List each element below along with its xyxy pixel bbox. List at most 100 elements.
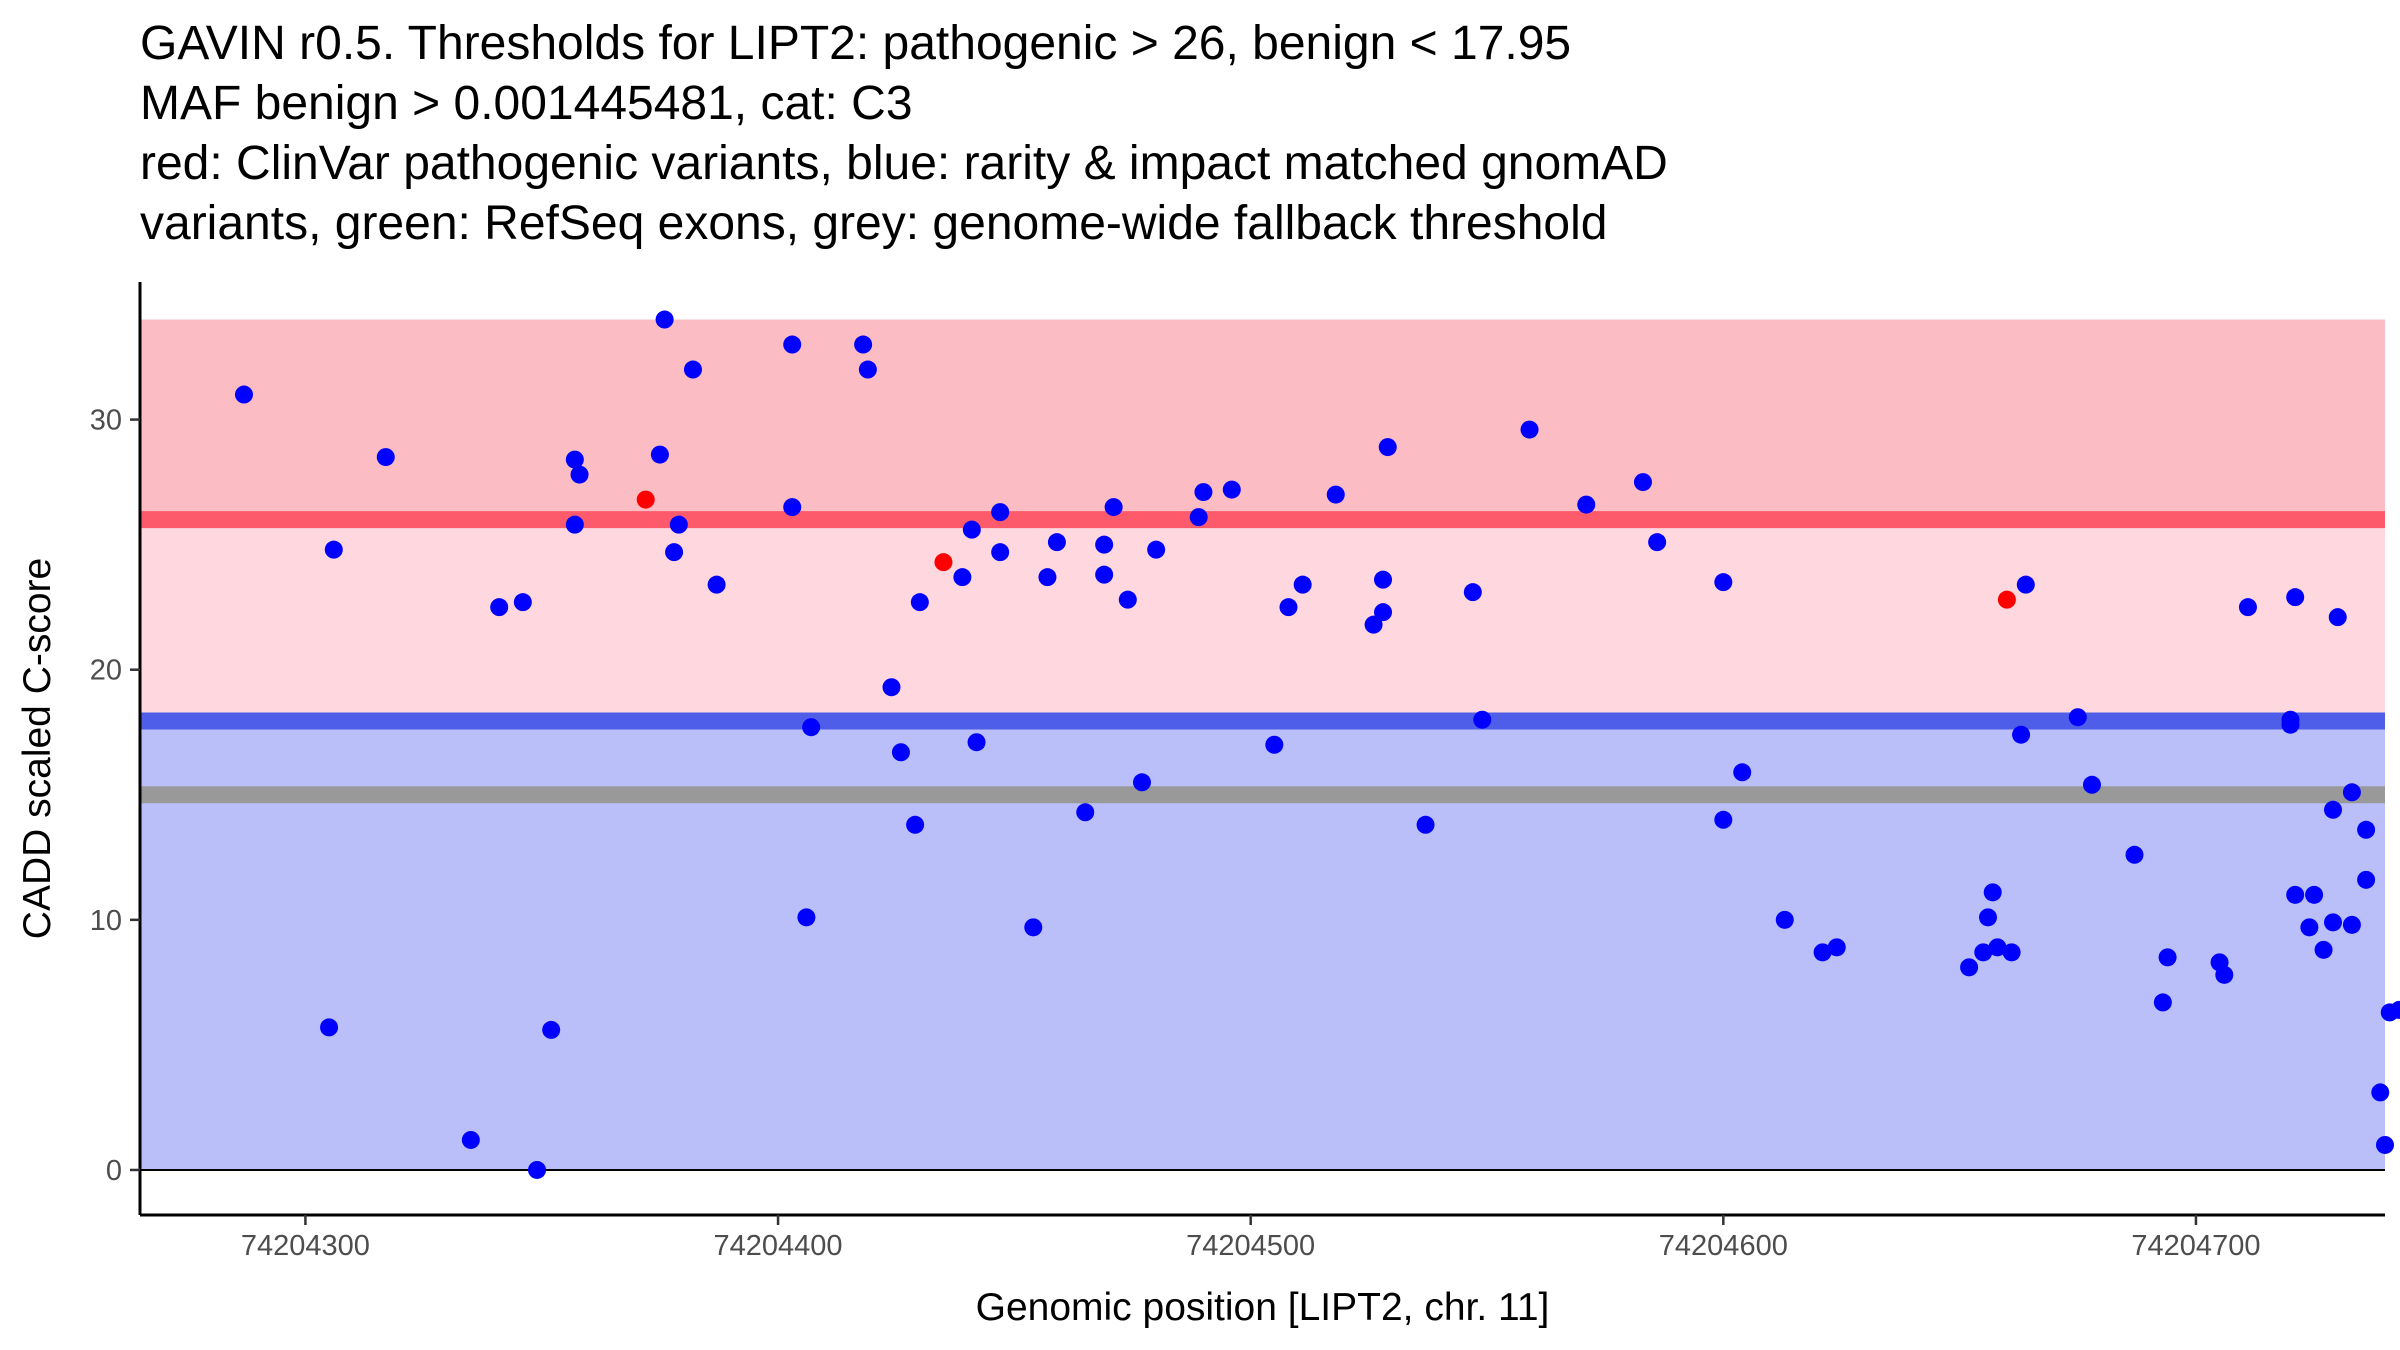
y-tick-label: 10	[90, 905, 122, 937]
gnomad-point-94	[2342, 783, 2361, 802]
gnomad-point-9	[565, 450, 584, 469]
gnomad-point-19	[783, 498, 802, 517]
gnomad-point-39	[1104, 498, 1123, 517]
gnomad-point-87	[2300, 918, 2319, 937]
gnomad-point-93	[2342, 915, 2361, 934]
gnomad-point-24	[882, 678, 901, 697]
gnomad-point-6	[513, 593, 532, 612]
gnomad-point-60	[1648, 533, 1667, 552]
gnomad-point-68	[1974, 943, 1993, 962]
clinvar-point-1	[934, 553, 953, 572]
gnomad-point-32	[991, 503, 1010, 522]
gnomad-point-88	[2305, 885, 2324, 904]
x-tick-label: 74204300	[241, 1230, 370, 1262]
gnomad-point-72	[2002, 943, 2021, 962]
gnomad-point-13	[650, 445, 669, 464]
gnomad-point-5	[490, 598, 509, 617]
gnomad-point-95	[2357, 820, 2376, 839]
gnomad-point-17	[707, 575, 726, 594]
gnomad-point-74	[2016, 575, 2035, 594]
x-tick-label: 74204500	[1186, 1230, 1315, 1262]
gnomad-point-38	[1095, 565, 1114, 584]
gnomad-point-36	[1076, 803, 1095, 822]
gnomad-point-7	[528, 1160, 547, 1179]
x-tick-label: 74204600	[1659, 1230, 1788, 1262]
gnomad-point-45	[1222, 480, 1241, 499]
gnomad-point-44	[1194, 483, 1213, 502]
intermediate-region	[140, 519, 2385, 721]
gnomad-point-27	[910, 593, 929, 612]
gnomad-point-97	[2371, 1083, 2390, 1102]
gnomad-point-46	[1265, 735, 1284, 754]
gnomad-point-0	[234, 385, 253, 404]
gnomad-point-70	[1983, 883, 2002, 902]
gnomad-point-11	[570, 465, 589, 484]
gnomad-point-67	[1960, 958, 1979, 977]
y-axis-title: CADD scaled C-score	[16, 558, 59, 939]
y-tick-label: 0	[106, 1155, 122, 1187]
gnomad-point-58	[1577, 495, 1596, 514]
gnomad-point-90	[2324, 800, 2343, 819]
gnomad-point-54	[1416, 815, 1435, 834]
gnomad-point-98	[2376, 1135, 2394, 1154]
gnomad-point-59	[1633, 473, 1652, 492]
gnomad-point-57	[1520, 420, 1539, 439]
gnomad-point-91	[2324, 913, 2343, 932]
gnomad-point-25	[891, 743, 910, 762]
gnomad-point-85	[2286, 588, 2305, 607]
gnomad-point-12	[655, 310, 674, 329]
gnomad-point-30	[967, 733, 986, 752]
gnomad-point-66	[1827, 938, 1846, 957]
gnomad-point-16	[683, 360, 702, 379]
gnomad-point-86	[2286, 885, 2305, 904]
gnomad-point-4	[461, 1130, 480, 1149]
gnomad-point-64	[1775, 910, 1794, 929]
gnomad-point-71	[1988, 938, 2007, 957]
gnomad-point-82	[2238, 598, 2257, 617]
gnomad-point-14	[665, 543, 684, 562]
gnomad-point-50	[1364, 615, 1383, 634]
gnomad-point-100	[2390, 1000, 2400, 1019]
gnomad-point-3	[376, 448, 395, 467]
y-axis-ticks: 0 10 20 30	[90, 405, 140, 1187]
y-tick-label: 20	[90, 655, 122, 687]
gnomad-point-84	[2281, 715, 2300, 734]
gnomad-point-55	[1463, 583, 1482, 602]
gnomad-point-42	[1147, 540, 1166, 559]
gnomad-point-56	[1473, 710, 1492, 729]
gnomad-point-8	[542, 1020, 561, 1039]
clinvar-point-0	[636, 490, 655, 509]
gnomad-point-73	[2012, 725, 2031, 744]
gnomad-point-61	[1714, 573, 1733, 592]
gnomad-point-78	[2153, 993, 2172, 1012]
gnomad-point-43	[1189, 508, 1208, 527]
gnomad-point-62	[1714, 810, 1733, 829]
gnomad-point-52	[1374, 603, 1393, 622]
gnomad-point-18	[783, 335, 802, 354]
gnomad-point-40	[1118, 590, 1137, 609]
data-points	[234, 310, 2400, 1179]
x-axis-title: Genomic position [LIPT2, chr. 11]	[976, 1286, 1550, 1329]
gnomad-point-63	[1733, 763, 1752, 782]
clinvar-point-2	[1997, 590, 2016, 609]
gnomad-point-21	[802, 718, 821, 737]
gnomad-point-47	[1279, 598, 1298, 617]
chart-title: GAVIN r0.5. Thresholds for LIPT2: pathog…	[140, 14, 1668, 254]
gnomad-point-20	[797, 908, 816, 927]
gnomad-point-23	[858, 360, 877, 379]
threshold-lines	[140, 511, 2385, 804]
gnomad-point-35	[1047, 533, 1066, 552]
x-axis-ticks: 74204300 74204400 74204500 74204600 74204700	[241, 1215, 2260, 1262]
gnomad-point-33	[1024, 918, 1043, 937]
x-tick-label: 74204700	[2131, 1230, 2260, 1262]
gnomad-point-76	[2082, 775, 2101, 794]
gnomad-point-79	[2158, 948, 2177, 967]
gnomad-point-2	[324, 540, 343, 559]
title-line-2: MAF benign > 0.001445481, cat: C3	[140, 77, 913, 130]
x-tick-label: 74204400	[714, 1230, 843, 1262]
gnomad-point-96	[2357, 870, 2376, 889]
gnomad-point-53	[1378, 438, 1397, 457]
gnomad-point-15	[669, 515, 688, 534]
gnomad-point-34	[1038, 568, 1057, 587]
